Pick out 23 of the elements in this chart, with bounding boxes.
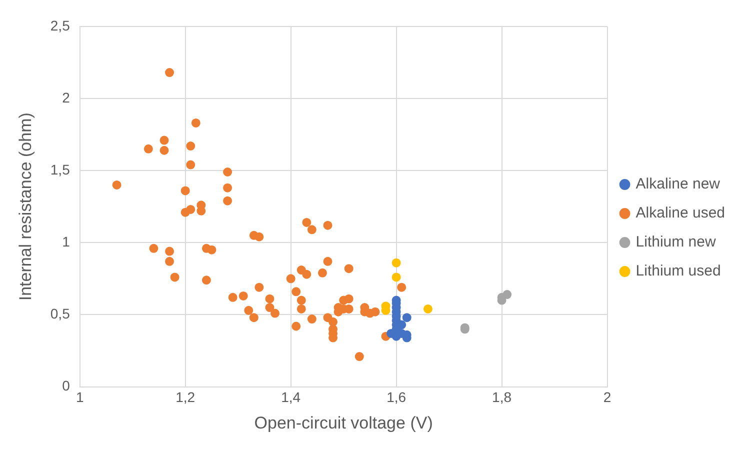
- y-tick-label: 1,5: [50, 161, 70, 178]
- x-tick-label: 1,2: [176, 389, 196, 406]
- y-axis-title: Internal resistance (ohm): [16, 112, 35, 301]
- x-tick-label: 1: [76, 389, 84, 406]
- x-tick-label: 2: [603, 389, 612, 406]
- y-tick-label: 0,5: [50, 306, 70, 322]
- legend-label: Alkaline used: [636, 204, 726, 222]
- point: [392, 272, 401, 282]
- legend-label: Alkaline new: [636, 176, 720, 193]
- x-tick-label: 1,6: [386, 389, 406, 406]
- legend-label: Lithium new: [636, 234, 716, 251]
- point: [423, 304, 432, 314]
- x-tick-label: 1,4: [281, 389, 301, 406]
- legend-label: Lithium used: [636, 262, 721, 280]
- point: [502, 290, 512, 300]
- x-tick-label: 1,8: [492, 389, 512, 406]
- y-tick-label: 1: [62, 234, 70, 250]
- y-tick-label: 2,5: [50, 17, 70, 34]
- point: [402, 313, 412, 322]
- point: [392, 258, 401, 268]
- y-tick-label: 0: [62, 378, 70, 394]
- y-tick-label: 2: [62, 89, 70, 106]
- x-axis-title: Open-circuit voltage (V): [254, 413, 433, 432]
